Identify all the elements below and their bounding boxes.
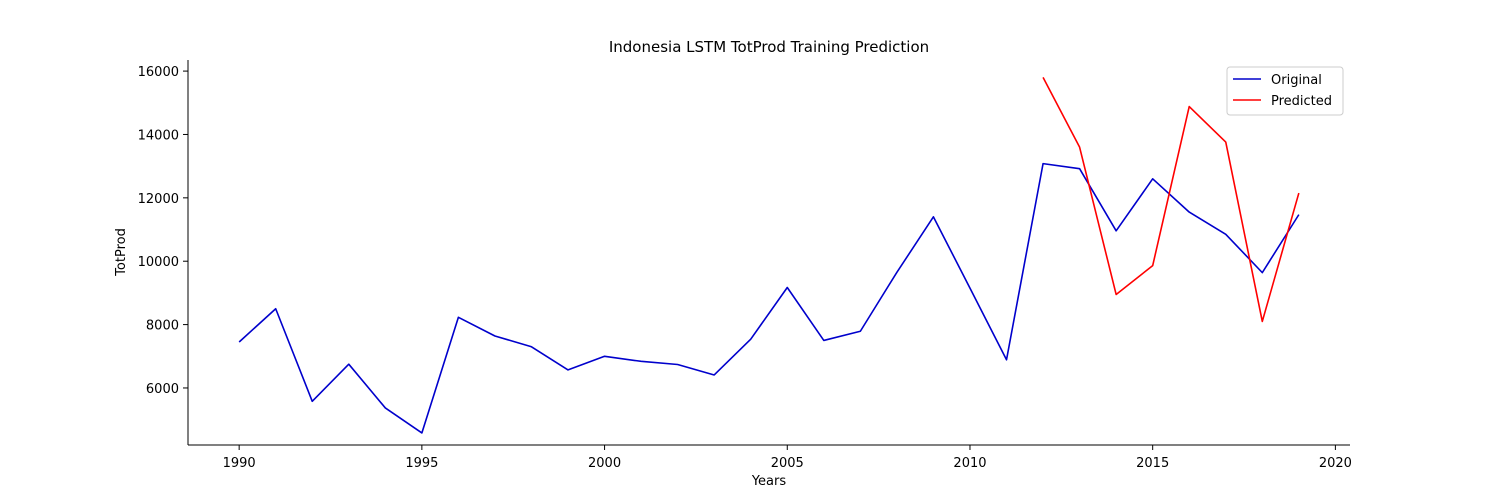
- series-layer: [238, 77, 1300, 434]
- x-axis-ticks: 1990 1995 2000 2005 2010 2015 2020: [223, 445, 1352, 471]
- x-tick-label: 1995: [405, 456, 438, 471]
- legend-label-predicted: Predicted: [1271, 94, 1332, 109]
- series-line-predicted: [1042, 77, 1300, 323]
- x-tick-label: 2000: [588, 456, 621, 471]
- y-tick-label: 8000: [146, 319, 179, 334]
- legend-label-original: Original: [1271, 73, 1322, 88]
- y-tick-label: 14000: [138, 128, 179, 143]
- x-tick-label: 2015: [1136, 456, 1169, 471]
- y-tick-label: 10000: [138, 255, 179, 270]
- y-tick-label: 16000: [138, 65, 179, 80]
- axes: [187, 60, 1350, 446]
- x-tick-label: 1990: [223, 456, 256, 471]
- x-tick-label: 2010: [953, 456, 986, 471]
- legend: Original Predicted: [1226, 66, 1344, 116]
- x-axis-label: Years: [751, 474, 787, 489]
- y-tick-label: 6000: [146, 382, 179, 397]
- series-line-original: [238, 162, 1300, 434]
- y-tick-label: 12000: [138, 192, 179, 207]
- chart-title: Indonesia LSTM TotProd Training Predicti…: [609, 38, 929, 56]
- x-tick-label: 2020: [1319, 456, 1352, 471]
- y-axis-ticks: 6000 8000 10000 12000 14000 16000: [138, 65, 188, 397]
- x-tick-label: 2005: [771, 456, 804, 471]
- y-axis-label: TotProd: [114, 228, 129, 277]
